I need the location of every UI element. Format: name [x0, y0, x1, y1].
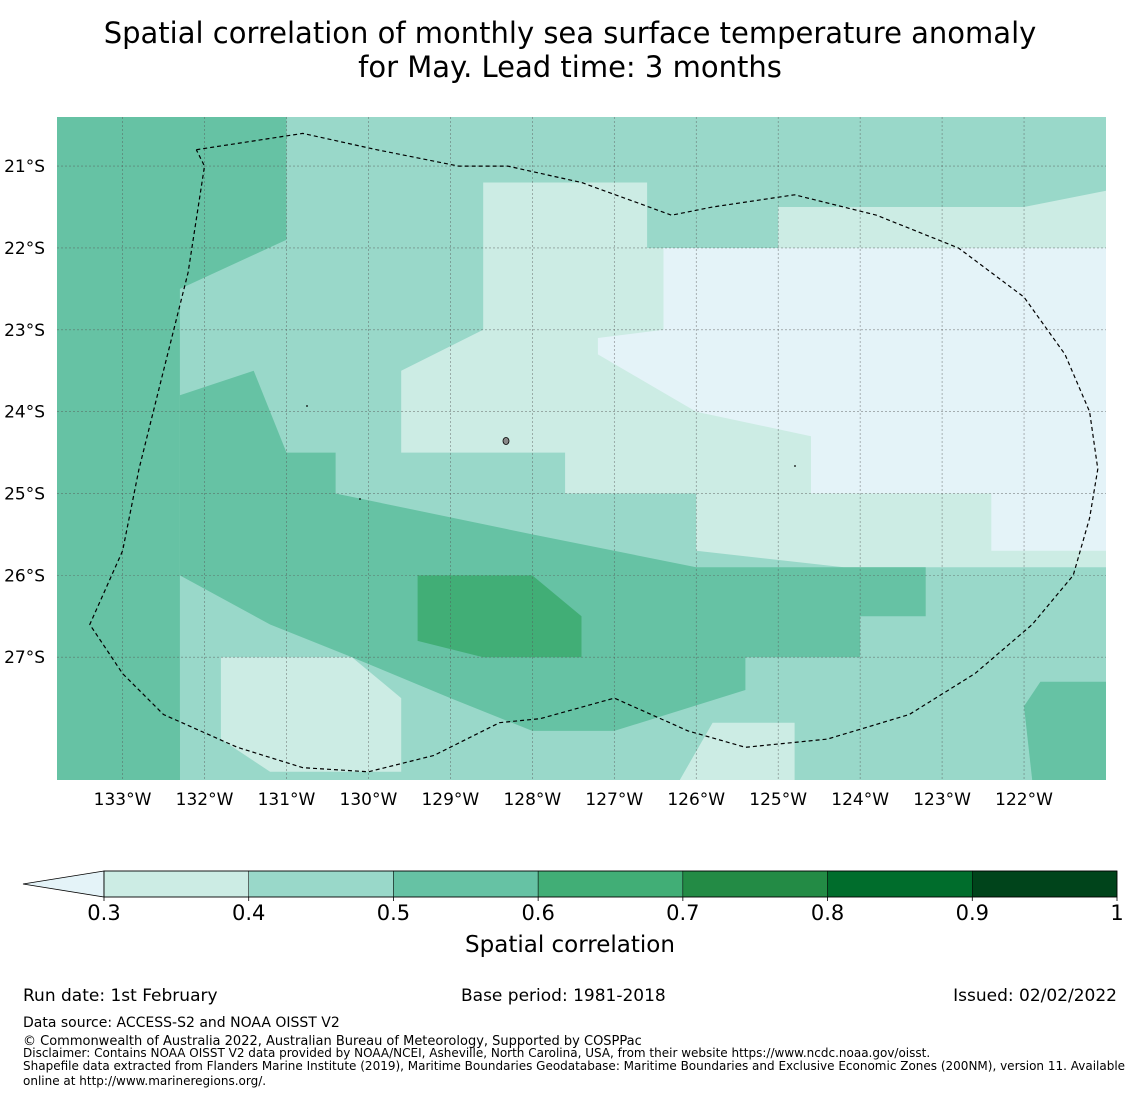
colorbar-swatch [827, 870, 973, 898]
copyright-notice: © Commonwealth of Australia 2022, Austra… [23, 1034, 642, 1049]
colorbar-tick-label: 0.6 [521, 901, 554, 925]
colorbar-swatch [103, 870, 249, 898]
latitude-tick-label: 25°S [4, 485, 45, 505]
correlation-field [57, 117, 1106, 780]
correlation-region [597, 248, 1106, 551]
map-title-line-2: for May. Lead time: 3 months [358, 50, 782, 84]
colorbar-label: Spatial correlation [465, 932, 675, 958]
colorbar-tick-label: 0.4 [232, 901, 265, 925]
correlation-region [57, 722, 180, 780]
map-title-line-1: Spatial correlation of monthly sea surfa… [103, 16, 1037, 50]
colorbar-swatch [393, 870, 539, 898]
islands [306, 405, 796, 500]
colorbar-tick-label: 0.8 [811, 901, 844, 925]
longitude-tick-label: 131°W [258, 790, 316, 810]
correlation-region [179, 370, 926, 731]
shapefile-credit-line-1: Shapefile data extracted from Flanders M… [23, 1059, 1126, 1073]
correlation-region [417, 575, 582, 658]
colorbar: 0.3 0.4 0.5 0.6 0.7 0.8 0.9 1 [22, 870, 1124, 925]
latitude-tick-label: 22°S [4, 239, 45, 259]
island-marker [502, 437, 510, 445]
latitude-tick-labels: 21°S 22°S 23°S 24°S 25°S 26°S 27°S [4, 157, 45, 668]
correlation-region [220, 657, 402, 772]
colorbar-tick-label: 1 [1110, 901, 1123, 925]
colorbar-tick-label: 0.7 [666, 901, 699, 925]
colorbar-swatch [682, 870, 828, 898]
base-period: Base period: 1981-2018 [461, 986, 666, 1006]
colorbar-swatch [537, 870, 684, 898]
colorbar-tick-label: 0.5 [377, 901, 410, 925]
island-marker [306, 405, 308, 407]
longitude-tick-label: 130°W [340, 790, 398, 810]
latitude-tick-label: 26°S [4, 566, 45, 586]
longitude-tick-label: 133°W [94, 790, 152, 810]
longitude-tick-label: 124°W [831, 790, 889, 810]
longitude-tick-label: 123°W [913, 790, 971, 810]
longitude-tick-label: 129°W [421, 790, 479, 810]
eez-boundary [89, 132, 1099, 773]
colorbar-swatch [248, 870, 394, 898]
longitude-tick-label: 125°W [749, 790, 807, 810]
run-date: Run date: 1st February [23, 986, 218, 1006]
shapefile-credit-line-2: online at http://www.marineregions.org/. [23, 1074, 267, 1088]
longitude-tick-label: 128°W [503, 790, 561, 810]
longitude-tick-label: 132°W [176, 790, 234, 810]
latitude-tick-label: 23°S [4, 321, 45, 341]
island-marker [359, 498, 361, 500]
latitude-tick-label: 27°S [4, 648, 45, 668]
longitude-tick-labels: 133°W 132°W 131°W 130°W 129°W 128°W 127°W 126°W… [94, 790, 1053, 810]
colorbar-tick-label: 0.3 [87, 901, 120, 925]
longitude-tick-label: 127°W [585, 790, 643, 810]
correlation-region [57, 117, 287, 780]
island-marker [794, 465, 796, 467]
colorbar-extend-arrow [22, 870, 105, 898]
longitude-tick-label: 126°W [667, 790, 725, 810]
colorbar-swatch [972, 870, 1118, 898]
graticule [57, 117, 1106, 780]
latitude-tick-label: 21°S [4, 157, 45, 177]
colorbar-frame [103, 870, 1118, 898]
disclaimer: Disclaimer: Contains NOAA OISST V2 data … [23, 1046, 931, 1060]
colorbar-tick-label: 0.9 [956, 901, 989, 925]
data-source: Data source: ACCESS-S2 and NOAA OISST V2 [23, 1015, 340, 1031]
longitude-tick-label: 122°W [995, 790, 1053, 810]
correlation-region [1024, 681, 1106, 780]
latitude-tick-label: 24°S [4, 403, 45, 423]
issued-date: Issued: 02/02/2022 [953, 986, 1117, 1006]
